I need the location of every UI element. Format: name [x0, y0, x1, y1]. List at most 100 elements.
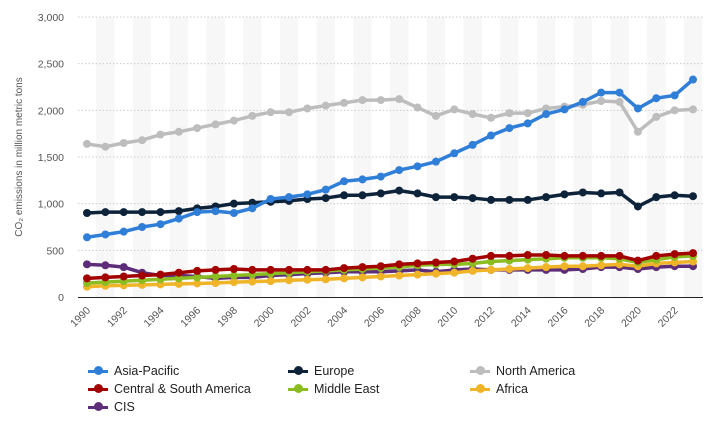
data-point[interactable] — [615, 260, 624, 269]
data-point[interactable] — [652, 251, 661, 260]
data-point[interactable] — [285, 276, 293, 285]
data-point[interactable] — [156, 270, 165, 279]
data-point[interactable] — [358, 96, 367, 105]
data-point[interactable] — [542, 110, 551, 119]
data-point[interactable] — [321, 101, 330, 110]
data-point[interactable] — [358, 263, 367, 272]
data-point[interactable] — [652, 94, 661, 103]
data-point[interactable] — [450, 257, 459, 266]
data-point[interactable] — [285, 193, 293, 202]
data-point[interactable] — [321, 194, 330, 203]
data-point[interactable] — [138, 208, 147, 217]
data-point[interactable] — [689, 105, 697, 114]
data-point[interactable] — [505, 251, 514, 260]
data-point[interactable] — [505, 195, 514, 204]
data-point[interactable] — [211, 272, 220, 281]
data-point[interactable] — [578, 97, 587, 106]
data-point[interactable] — [211, 279, 220, 287]
data-point[interactable] — [615, 97, 624, 106]
data-point[interactable] — [83, 260, 91, 269]
data-point[interactable] — [101, 273, 110, 282]
data-point[interactable] — [542, 193, 551, 202]
data-point[interactable] — [83, 233, 91, 242]
legend-item[interactable]: Africa — [470, 382, 650, 396]
data-point[interactable] — [376, 172, 385, 181]
legend-item[interactable]: Europe — [288, 364, 470, 378]
data-point[interactable] — [689, 249, 697, 258]
data-point[interactable] — [413, 270, 422, 279]
data-point[interactable] — [578, 188, 587, 197]
data-point[interactable] — [597, 97, 606, 105]
data-point[interactable] — [248, 265, 257, 274]
data-point[interactable] — [523, 195, 532, 204]
data-point[interactable] — [266, 277, 275, 286]
data-point[interactable] — [670, 91, 679, 100]
data-point[interactable] — [119, 227, 128, 236]
data-point[interactable] — [248, 111, 257, 120]
data-point[interactable] — [431, 193, 440, 202]
data-point[interactable] — [285, 108, 293, 117]
data-point[interactable] — [376, 189, 385, 198]
data-point[interactable] — [119, 208, 128, 217]
data-point[interactable] — [248, 277, 257, 286]
data-point[interactable] — [413, 189, 422, 198]
data-point[interactable] — [266, 195, 275, 203]
data-point[interactable] — [413, 103, 422, 112]
data-point[interactable] — [266, 265, 275, 274]
legend-item[interactable]: CIS — [88, 400, 288, 414]
data-point[interactable] — [468, 254, 477, 263]
data-point[interactable] — [321, 185, 330, 194]
data-point[interactable] — [138, 223, 147, 231]
data-point[interactable] — [597, 189, 606, 198]
data-point[interactable] — [633, 104, 642, 113]
data-point[interactable] — [193, 273, 202, 282]
data-point[interactable] — [174, 207, 183, 216]
data-point[interactable] — [523, 109, 532, 118]
data-point[interactable] — [615, 188, 624, 197]
data-point[interactable] — [229, 209, 238, 217]
data-point[interactable] — [119, 263, 128, 272]
data-point[interactable] — [303, 265, 312, 274]
data-point[interactable] — [468, 110, 477, 119]
data-point[interactable] — [101, 261, 110, 270]
data-point[interactable] — [376, 262, 385, 271]
data-point[interactable] — [83, 139, 91, 148]
data-point[interactable] — [597, 251, 606, 260]
data-point[interactable] — [174, 268, 183, 277]
data-point[interactable] — [487, 113, 495, 122]
data-point[interactable] — [174, 214, 183, 223]
data-point[interactable] — [101, 230, 110, 239]
data-point[interactable] — [358, 191, 367, 200]
data-point[interactable] — [285, 265, 293, 274]
data-point[interactable] — [119, 139, 128, 147]
data-point[interactable] — [303, 104, 312, 113]
data-point[interactable] — [376, 272, 385, 281]
data-point[interactable] — [266, 108, 275, 117]
data-point[interactable] — [340, 264, 349, 273]
data-point[interactable] — [542, 251, 551, 259]
data-point[interactable] — [615, 88, 624, 97]
data-point[interactable] — [211, 207, 220, 216]
data-point[interactable] — [321, 275, 330, 284]
data-point[interactable] — [413, 162, 422, 171]
data-point[interactable] — [689, 75, 697, 84]
data-point[interactable] — [450, 268, 459, 277]
data-point[interactable] — [431, 269, 440, 278]
data-point[interactable] — [652, 112, 661, 121]
data-point[interactable] — [83, 209, 91, 217]
data-point[interactable] — [431, 157, 440, 166]
data-point[interactable] — [138, 136, 147, 145]
data-point[interactable] — [450, 149, 459, 158]
data-point[interactable] — [174, 274, 183, 283]
data-point[interactable] — [211, 120, 220, 129]
data-point[interactable] — [156, 130, 165, 139]
data-point[interactable] — [468, 140, 477, 149]
data-point[interactable] — [670, 191, 679, 200]
data-point[interactable] — [229, 265, 238, 273]
data-point[interactable] — [83, 274, 91, 283]
data-point[interactable] — [487, 195, 495, 204]
data-point[interactable] — [633, 127, 642, 136]
data-point[interactable] — [248, 204, 257, 213]
data-point[interactable] — [229, 199, 238, 208]
legend-item[interactable]: Middle East — [288, 382, 470, 396]
